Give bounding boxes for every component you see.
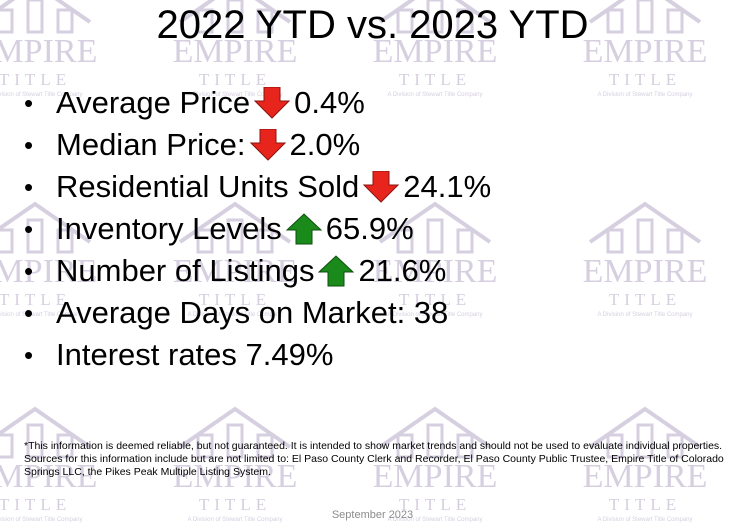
down-arrow-icon bbox=[363, 171, 400, 203]
bullet-label: Average Days on Market: 38 bbox=[56, 295, 449, 330]
svg-text:EMPIRE: EMPIRE bbox=[0, 458, 97, 495]
slide-title: 2022 YTD vs. 2023 YTD bbox=[156, 3, 589, 47]
svg-text:A Division of Stewart Title Co: A Division of Stewart Title Company bbox=[187, 517, 282, 523]
bullet-dot-icon: • bbox=[24, 172, 34, 202]
svg-text:TITLE: TITLE bbox=[609, 495, 681, 514]
svg-text:TITLE: TITLE bbox=[0, 495, 71, 514]
svg-text:TITLE: TITLE bbox=[609, 290, 681, 309]
bullet-dot-icon: • bbox=[24, 214, 34, 244]
svg-text:TITLE: TITLE bbox=[0, 70, 71, 89]
svg-text:A Division of Stewart Title Co: A Division of Stewart Title Company bbox=[0, 312, 83, 318]
svg-text:EMPIRE: EMPIRE bbox=[373, 458, 498, 495]
svg-text:A Division of Stewart Title Co: A Division of Stewart Title Company bbox=[387, 312, 482, 318]
bullet-average-price: • Average Price 0.4% bbox=[24, 82, 491, 124]
bullet-number-of-listings: • Number of Listings 21.6% bbox=[24, 250, 491, 292]
bullet-change: 65.9% bbox=[325, 211, 414, 246]
bullet-dot-icon: • bbox=[24, 298, 34, 328]
bullet-change: 24.1% bbox=[403, 169, 492, 204]
bullet-label: Inventory Levels bbox=[56, 211, 282, 246]
svg-text:TITLE: TITLE bbox=[399, 290, 471, 309]
svg-text:TITLE: TITLE bbox=[609, 70, 681, 89]
svg-text:A Division of Stewart Title Co: A Division of Stewart Title Company bbox=[387, 517, 482, 523]
svg-text:A Division of Stewart Title Co: A Division of Stewart Title Company bbox=[387, 92, 482, 98]
bullet-inventory-levels: • Inventory Levels 65.9% bbox=[24, 208, 491, 250]
down-arrow-icon bbox=[249, 129, 286, 161]
bullet-median-price: • Median Price: 2.0% bbox=[24, 124, 491, 166]
svg-text:EMPIRE: EMPIRE bbox=[583, 253, 708, 290]
svg-text:EMPIRE: EMPIRE bbox=[583, 458, 708, 495]
down-arrow-icon bbox=[254, 87, 291, 119]
svg-text:TITLE: TITLE bbox=[199, 70, 271, 89]
bullet-dot-icon: • bbox=[24, 88, 34, 118]
svg-text:EMPIRE: EMPIRE bbox=[583, 33, 708, 70]
svg-text:TITLE: TITLE bbox=[399, 495, 471, 514]
bullet-label: Median Price: bbox=[56, 127, 246, 162]
disclaimer-footnote: *This information is deemed reliable, bu… bbox=[24, 440, 724, 478]
svg-text:TITLE: TITLE bbox=[0, 290, 71, 309]
bullet-label: Residential Units Sold bbox=[56, 169, 360, 204]
svg-text:EMPIRE: EMPIRE bbox=[173, 33, 298, 70]
bullet-average-days-on-market: • Average Days on Market: 38 bbox=[24, 292, 491, 334]
svg-text:A Division of Stewart Title Co: A Division of Stewart Title Company bbox=[597, 92, 692, 98]
bullet-change: 2.0% bbox=[289, 127, 361, 162]
svg-text:EMPIRE: EMPIRE bbox=[173, 253, 298, 290]
up-arrow-icon bbox=[318, 255, 355, 287]
bullet-dot-icon: • bbox=[24, 340, 34, 370]
svg-text:EMPIRE: EMPIRE bbox=[373, 253, 498, 290]
bullet-change: 0.4% bbox=[294, 85, 365, 120]
svg-text:A Division of Stewart Title Co: A Division of Stewart Title Company bbox=[187, 312, 282, 318]
svg-text:A Division of Stewart Title Co: A Division of Stewart Title Company bbox=[0, 92, 83, 98]
bullet-interest-rates: • Interest rates 7.49% bbox=[24, 334, 491, 376]
svg-text:A Division of Stewart Title Co: A Division of Stewart Title Company bbox=[0, 517, 83, 523]
svg-text:A Division of Stewart Title Co: A Division of Stewart Title Company bbox=[187, 92, 282, 98]
svg-text:EMPIRE: EMPIRE bbox=[0, 253, 97, 290]
bullet-label: Interest rates 7.49% bbox=[56, 337, 334, 372]
bullet-change: 21.6% bbox=[358, 253, 447, 288]
slide-date: September 2023 bbox=[331, 509, 414, 521]
bullet-label: Number of Listings bbox=[56, 253, 315, 288]
bullet-residential-units-sold: • Residential Units Sold 24.1% bbox=[24, 166, 491, 208]
svg-text:EMPIRE: EMPIRE bbox=[373, 33, 498, 70]
svg-text:TITLE: TITLE bbox=[199, 495, 271, 514]
bullet-dot-icon: • bbox=[24, 256, 34, 286]
up-arrow-icon bbox=[285, 213, 322, 245]
stats-list: • Average Price 0.4% • Median Price: 2.0… bbox=[24, 82, 491, 376]
bullet-label: Average Price bbox=[56, 85, 251, 120]
svg-text:A Division of Stewart Title Co: A Division of Stewart Title Company bbox=[597, 517, 692, 523]
svg-text:TITLE: TITLE bbox=[399, 70, 471, 89]
svg-text:A Division of Stewart Title Co: A Division of Stewart Title Company bbox=[597, 312, 692, 318]
svg-text:EMPIRE: EMPIRE bbox=[173, 458, 298, 495]
bullet-dot-icon: • bbox=[24, 130, 34, 160]
svg-text:TITLE: TITLE bbox=[199, 290, 271, 309]
svg-text:EMPIRE: EMPIRE bbox=[0, 33, 97, 70]
